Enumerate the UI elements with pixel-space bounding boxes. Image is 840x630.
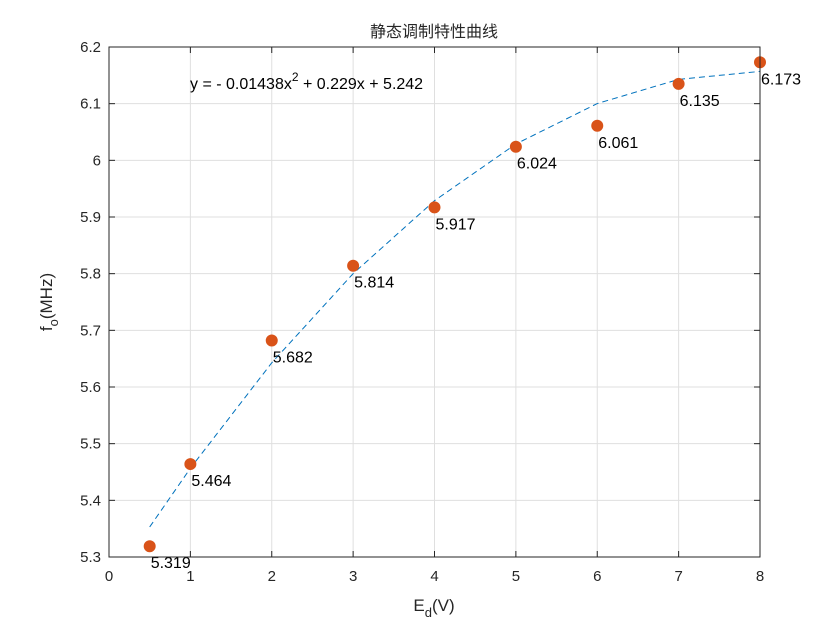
data-label-5: 6.024 (517, 156, 557, 173)
y-axis-title-rest: (MHz) (37, 273, 56, 319)
data-point-7 (672, 77, 685, 90)
data-point-5 (509, 140, 522, 153)
x-tick-label-4: 4 (430, 568, 438, 585)
fit-equation-suffix: + 0.229x + 5.242 (299, 76, 424, 93)
data-label-3: 5.814 (354, 275, 394, 292)
axis-ticks-layer: 0 1 2 3 4 5 6 7 8 5.3 5.4 5.5 5.6 5.7 5.8 5.9 6 6.1 6.2 (80, 39, 764, 585)
fit-equation-superscript: 2 (292, 70, 299, 84)
y-tick-label-2: 5.5 (80, 436, 101, 453)
y-tick-label-0: 5.3 (80, 549, 101, 566)
x-tick-label-3: 3 (349, 568, 357, 585)
x-axis-title-main: E (413, 596, 424, 615)
fit-curve (149, 70, 761, 528)
x-tick-label-0: 0 (105, 568, 113, 585)
y-axis-title-main: f (37, 326, 56, 331)
x-tick-label-1: 1 (186, 568, 194, 585)
x-axis-title-rest: (V) (432, 596, 455, 615)
data-label-0: 5.319 (151, 555, 191, 572)
y-tick-label-3: 5.6 (80, 379, 101, 396)
data-label-6: 6.061 (598, 135, 638, 152)
data-point-1 (184, 458, 197, 471)
x-tick-label-8: 8 (756, 568, 764, 585)
data-label-8: 6.173 (761, 71, 801, 88)
y-tick-label-9: 6.2 (80, 39, 101, 56)
x-axis-title: Ed(V) (413, 596, 454, 620)
data-point-3 (347, 259, 360, 272)
data-label-7: 6.135 (680, 93, 720, 110)
y-tick-label-1: 5.4 (80, 492, 101, 509)
data-point-4 (428, 201, 441, 214)
x-tick-label-6: 6 (593, 568, 601, 585)
y-axis-title-sub: o (46, 319, 61, 326)
data-point-2 (265, 334, 278, 347)
fit-equation-prefix: y = - 0.01438x (190, 76, 292, 93)
data-points-layer (143, 56, 766, 553)
y-tick-label-7: 6 (93, 152, 101, 169)
y-tick-label-4: 5.7 (80, 322, 101, 339)
fit-equation: y = - 0.01438x2 + 0.229x + 5.242 (190, 70, 423, 93)
data-labels-layer: 5.319 5.464 5.682 5.814 5.917 6.024 6.061 6.135… (151, 71, 801, 572)
y-axis-title: fo(MHz) (37, 273, 61, 331)
chart-title: 静态调制特性曲线 (370, 22, 498, 41)
x-axis-title-sub: d (425, 605, 432, 620)
x-tick-label-7: 7 (674, 568, 682, 585)
data-label-4: 5.917 (436, 216, 476, 233)
data-label-2: 5.682 (273, 350, 313, 367)
y-tick-label-8: 6.1 (80, 96, 101, 113)
data-point-0 (143, 540, 156, 553)
x-tick-label-2: 2 (268, 568, 276, 585)
y-tick-label-5: 5.8 (80, 266, 101, 283)
data-point-6 (591, 119, 604, 132)
data-label-1: 5.464 (191, 473, 231, 490)
y-tick-label-6: 5.9 (80, 209, 101, 226)
fit-curve-layer (149, 70, 761, 528)
x-tick-label-5: 5 (512, 568, 520, 585)
